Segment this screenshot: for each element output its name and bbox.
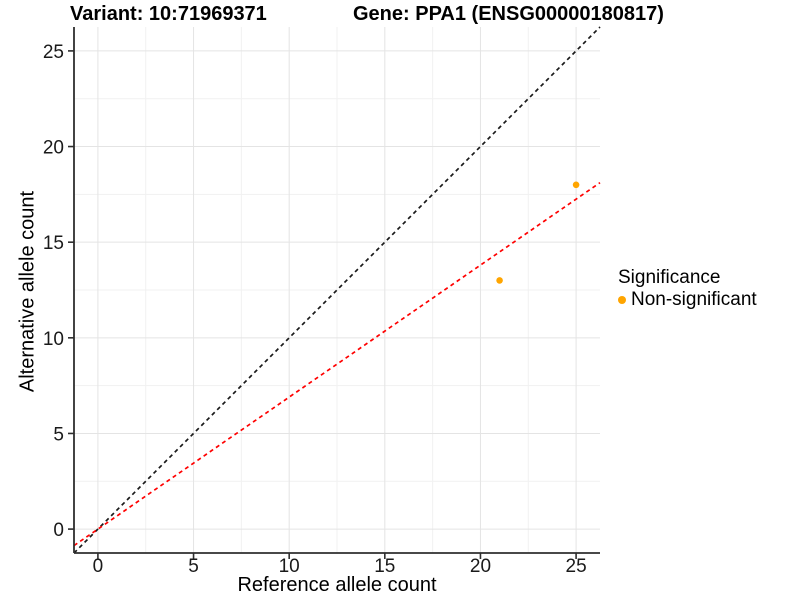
x-tick-label: 25 — [566, 556, 587, 577]
legend: Significance Non-significant — [618, 268, 757, 310]
x-tick-label: 15 — [374, 556, 395, 577]
y-tick-label: 25 — [43, 42, 64, 63]
fit-line — [73, 181, 601, 547]
x-axis-title: Reference allele count — [237, 574, 437, 596]
x-tick-label: 0 — [93, 556, 104, 577]
x-tick-label: 10 — [279, 556, 300, 577]
identity-line — [73, 26, 601, 554]
plot-title-variant: Variant: 10:71969371 — [70, 3, 267, 25]
x-tick-label: 20 — [470, 556, 491, 577]
y-tick-label: 0 — [53, 520, 64, 541]
y-tick-label: 15 — [43, 233, 64, 254]
y-tick-label: 20 — [43, 138, 64, 159]
legend-item: Non-significant — [618, 290, 757, 310]
plot-title-gene: Gene: PPA1 (ENSG00000180817) — [353, 3, 664, 25]
data-point — [496, 277, 503, 284]
y-tick-label: 10 — [43, 329, 64, 350]
legend-title: Significance — [618, 267, 721, 288]
y-axis-title: Alternative allele count — [16, 190, 39, 393]
x-tick-label: 5 — [188, 556, 199, 577]
legend-item-label: Non-significant — [631, 289, 757, 310]
legend-point-swatch — [618, 296, 626, 304]
data-point — [572, 181, 580, 189]
y-tick-label: 5 — [53, 424, 64, 445]
